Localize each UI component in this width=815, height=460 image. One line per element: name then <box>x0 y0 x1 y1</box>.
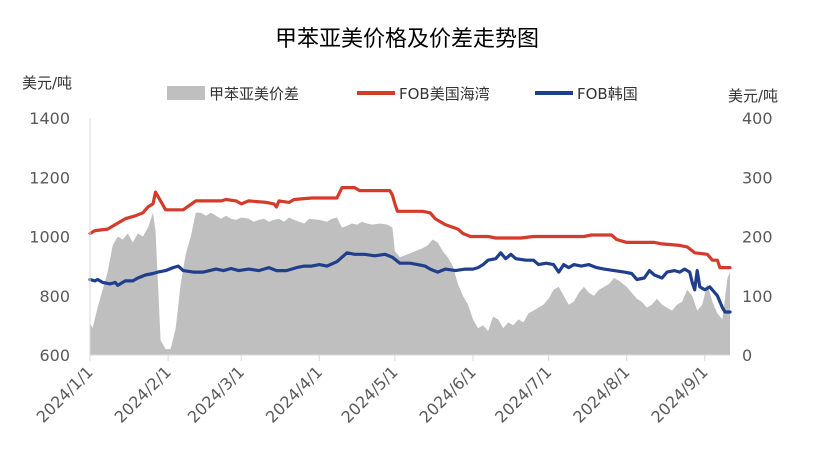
x-axis-ticks: 2024/1/1 2024/2/1 2024/3/1 2024/4/1 2024/5/1… <box>33 355 712 427</box>
left-tick-label: 1000 <box>29 228 70 247</box>
x-tick-label: 2024/2/1 <box>111 362 175 426</box>
x-tick-label: 2024/8/1 <box>569 362 633 426</box>
left-tick-label: 800 <box>39 287 70 306</box>
right-tick-label: 0 <box>742 346 752 365</box>
legend-item: 甲苯亚美价差 <box>167 85 299 103</box>
legend-item: FOB韩国 <box>535 85 638 103</box>
legend: 甲苯亚美价差 FOB美国海湾 FOB韩国 <box>167 85 638 103</box>
x-tick-label: 2024/4/1 <box>262 362 326 426</box>
left-axis-ticks: 600 800 1000 1200 1400 <box>29 109 70 365</box>
x-tick-label: 2024/5/1 <box>337 362 401 426</box>
legend-label: 甲苯亚美价差 <box>209 85 299 103</box>
right-tick-label: 300 <box>742 168 773 187</box>
series-2-line <box>88 186 732 270</box>
legend-item: FOB美国海湾 <box>357 85 490 103</box>
x-tick-label: 2024/6/1 <box>416 362 480 426</box>
right-axis-unit: 美元/吨 <box>728 87 778 105</box>
left-axis-unit: 美元/吨 <box>22 74 72 92</box>
x-tick-label: 2024/7/1 <box>491 362 555 426</box>
right-tick-label: 100 <box>742 287 773 306</box>
x-tick-label: 2024/9/1 <box>647 362 711 426</box>
left-tick-label: 600 <box>39 346 70 365</box>
right-tick-label: 400 <box>742 109 773 128</box>
x-tick-label: 2024/3/1 <box>184 362 248 426</box>
left-tick-label: 1400 <box>29 109 70 128</box>
right-axis-ticks: 0 100 200 300 400 <box>742 109 773 365</box>
series-3-line <box>88 251 732 314</box>
legend-label: FOB美国海湾 <box>399 85 490 103</box>
series-1-area <box>90 212 730 355</box>
legend-swatch <box>167 86 205 100</box>
plot-area <box>88 186 732 355</box>
right-tick-label: 200 <box>742 228 773 247</box>
x-tick-label: 2024/1/1 <box>33 362 97 426</box>
chart-title: 甲苯亚美价格及价差走势图 <box>275 27 539 52</box>
left-tick-label: 1200 <box>29 168 70 187</box>
legend-label: FOB韩国 <box>577 85 638 103</box>
